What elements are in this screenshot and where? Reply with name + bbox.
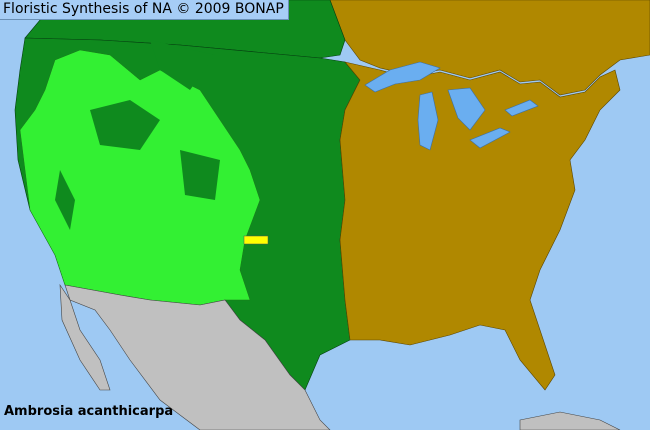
lake-ontario — [504, 99, 539, 117]
special-county — [243, 235, 269, 245]
lake-huron — [447, 87, 486, 131]
lake-superior — [364, 61, 441, 93]
lake-erie — [469, 127, 511, 149]
dark-green-patch — [55, 170, 75, 230]
dark-green-patch — [90, 100, 160, 150]
great-lakes — [364, 61, 539, 151]
cuba-island — [519, 411, 621, 430]
species-label: Ambrosia acanthicarpa — [4, 404, 174, 419]
baja-peninsula — [59, 283, 111, 391]
dark-green-patch — [180, 150, 220, 200]
map-title: Floristic Synthesis of NA © 2009 BONAP — [0, 0, 289, 20]
mexico-region — [64, 284, 331, 430]
lake-michigan — [417, 91, 439, 151]
us-east-region — [339, 61, 621, 391]
dark-green-patch — [150, 40, 215, 90]
